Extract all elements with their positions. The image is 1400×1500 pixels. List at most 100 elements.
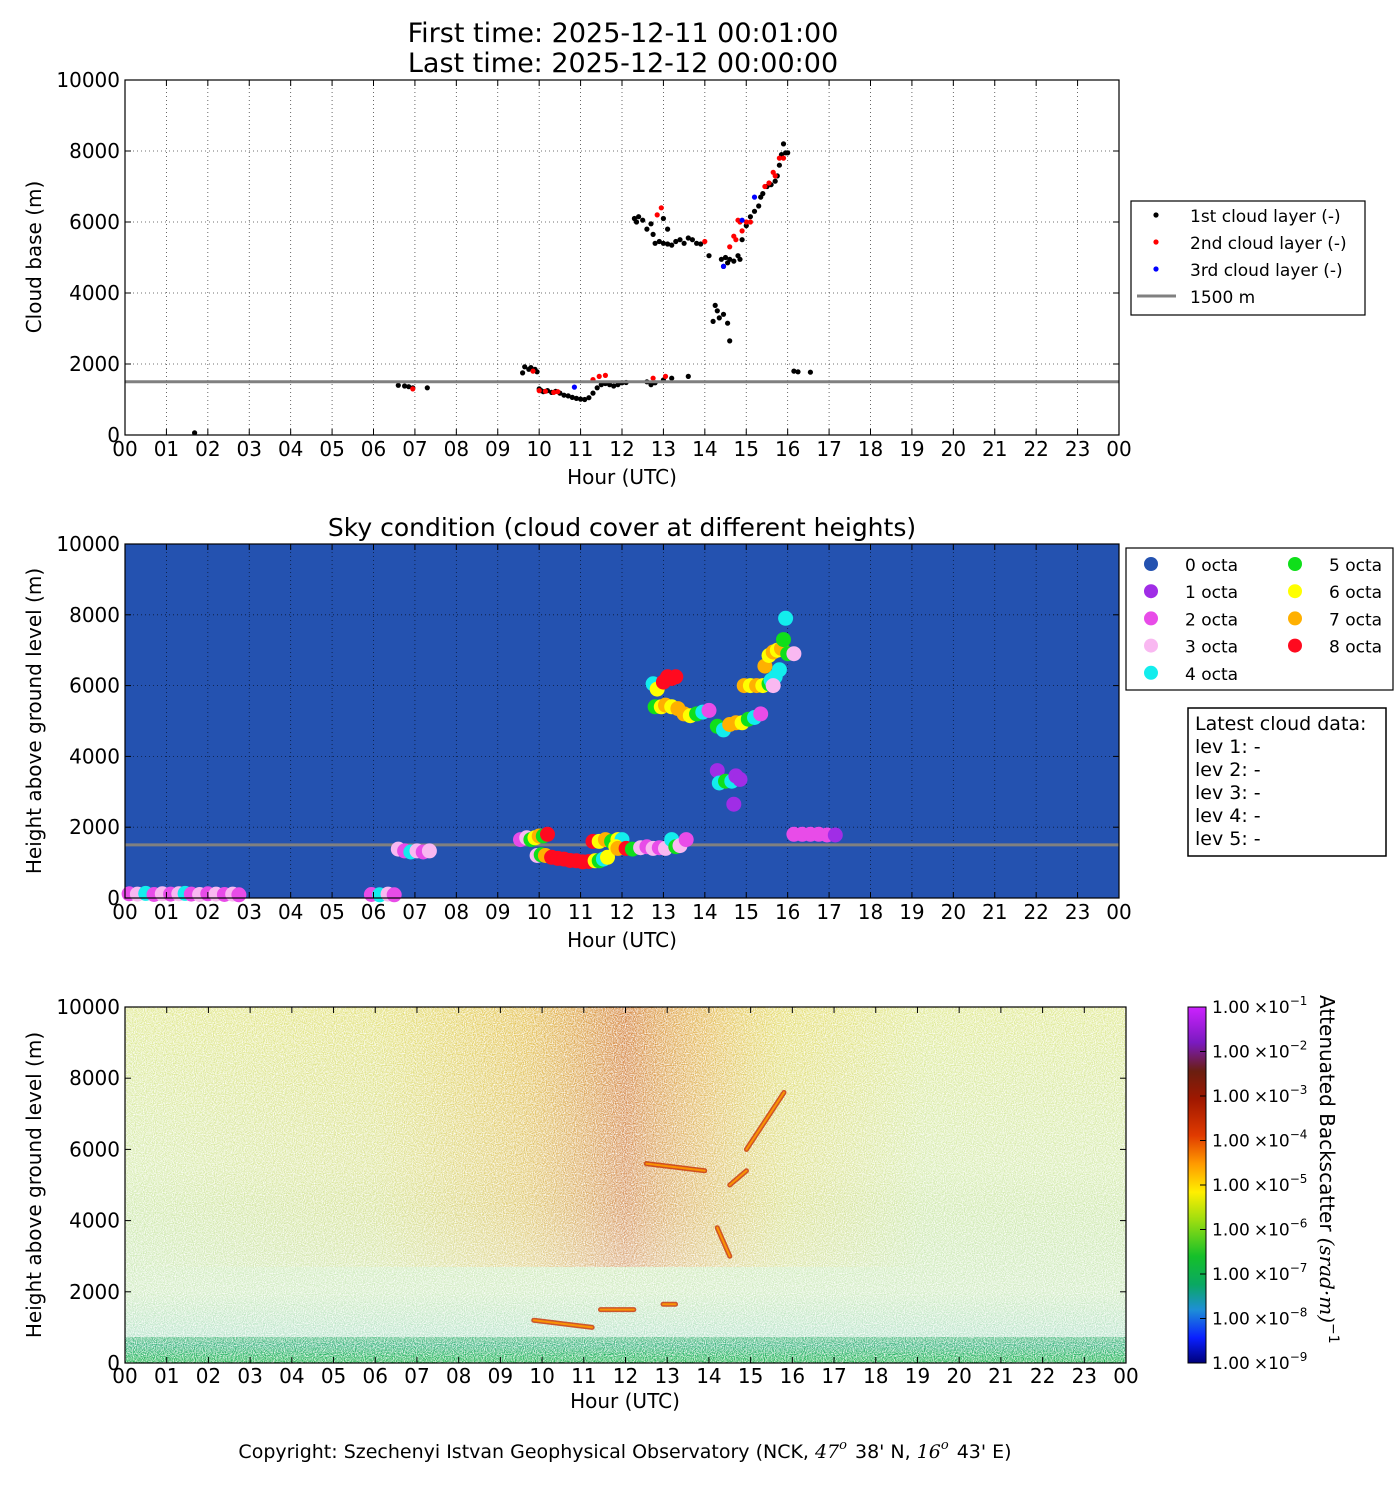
cloud-base-grid [125,80,1119,435]
x-tick-label: 19 [899,437,924,461]
cloud-layer-1-point [534,369,540,375]
x-tick-label: 16 [775,437,800,461]
cloud-layer-2-point [410,386,416,392]
x-tick-label: 00 [1106,900,1131,924]
x-tick-label: 03 [237,900,262,924]
x-tick-label: 20 [941,437,966,461]
cloud-layer-1-point [725,320,731,326]
latest-cloud-data-line-2: lev 2: - [1195,759,1261,781]
octa-legend-label: 2 octa [1185,610,1238,630]
cloud-layer-3-point [751,194,758,200]
legend-label-layer1: 1st cloud layer (-) [1190,207,1341,227]
x-tick-label: 17 [816,900,841,924]
cloud-layer-2-point [727,244,733,250]
x-tick-label: 05 [321,1364,346,1388]
x-tick-label: 07 [404,1364,429,1388]
x-tick-label: 13 [651,437,676,461]
cloud-layer-1-point [718,256,725,262]
x-tick-label: 02 [195,900,220,924]
latest-cloud-data-line-5: lev 5: - [1195,828,1261,850]
x-tick-label: 01 [154,900,179,924]
octa-legend-marker [1144,638,1158,653]
backscatter-heatmap [125,1007,1126,1363]
sky-condition-xlabel: Hour (UTC) [567,928,677,952]
colorbar-tick-label: 1.00 ×10−8 [1212,1306,1307,1330]
x-tick-label: 17 [821,1364,846,1388]
legend-label-layer3: 3rd cloud layer (-) [1190,261,1343,281]
x-tick-label: 23 [1072,1364,1097,1388]
x-tick-label: 13 [651,900,676,924]
cloud-layer-1-point [720,311,727,317]
colorbar-tick-label: 1.00 ×10−7 [1212,1261,1307,1285]
octa-legend-label: 6 octa [1329,583,1382,603]
y-tick-label: 0 [107,423,120,447]
x-tick-label: 22 [1023,900,1048,924]
x-tick-label: 09 [485,437,510,461]
cloud-layer-1-point [712,302,718,308]
latest-cloud-data-line-4: lev 4: - [1195,805,1261,827]
x-tick-label: 21 [982,437,1007,461]
cloud-layer-2-point [654,212,660,218]
sky-point-3-octa [786,646,802,662]
x-tick-label: 21 [982,900,1007,924]
sky-condition-grid [125,544,1119,898]
octa-legend-marker [1288,611,1302,626]
copyright-footer: Copyright: Szechenyi Istvan Geophysical … [238,1438,1011,1463]
longitude-degree-sign: o [941,1438,949,1453]
latest-cloud-data-box: Latest cloud data: lev 1: - lev 2: - lev… [1187,707,1387,857]
x-tick-label: 03 [237,437,262,461]
cloud-layer-1-point [402,383,408,389]
cloud-layer-2-point [658,205,664,211]
cloud-layer-2-point [776,155,783,161]
cloud-layer-1-point [598,382,604,388]
sky-point-3-octa [421,843,437,859]
cloud-layer-2-point [596,373,602,379]
sky-point-2-octa [678,832,694,848]
x-tick-label: 16 [775,900,800,924]
colorbar-tick-label: 1.00 ×10−2 [1212,1039,1307,1063]
colorbar-ticks: 1.00 ×10−1 1.00 ×10−2 1.00 ×10−3 1.00 ×10−4 1.00… [1200,994,1307,1374]
octa-legend-label: 8 octa [1329,638,1382,658]
cloud-layer-2-point [772,173,778,179]
cloud-layer-2-point [662,373,669,379]
backscatter-ylabel: Height above ground level (m) [22,1032,46,1338]
x-tick-label: 15 [734,437,759,461]
sky-condition-ylabel: Height above ground level (m) [22,568,46,874]
cloud-layer-1-point [573,395,580,401]
cloud-layer-1-point [747,214,754,220]
cloud-layer-2-point [650,375,656,381]
cloud-layer-1-point [698,241,704,247]
y-tick-label: 2000 [69,352,120,376]
x-tick-label: 06 [361,900,386,924]
x-tick-label: 00 [112,900,137,924]
cloud-layer-2-point [551,389,557,395]
x-tick-label: 18 [858,900,883,924]
y-tick-label: 8000 [69,1066,120,1090]
cloud-layer-1-point [561,392,567,398]
x-tick-label: 19 [905,1364,930,1388]
cloud-layer-3-point [739,217,745,223]
last-time-label: Last time: 2025-12-12 00:00:00 [408,48,838,79]
colorbar: 1.00 ×10−1 1.00 ×10−2 1.00 ×10−3 1.00 ×10−4 1.00… [1187,994,1341,1374]
cloud-layer-1-point [611,383,617,389]
sky-point-2-octa [701,702,717,718]
sky-point-5-octa [776,632,791,648]
x-tick-label: 02 [196,1364,221,1388]
x-tick-label: 03 [237,1364,262,1388]
cloud-layer-1-point [660,240,667,246]
cloud-layer-1-point [192,430,198,436]
cloud-layer-1-point [424,385,430,391]
x-tick-label: 13 [654,1364,679,1388]
x-tick-label: 11 [568,437,593,461]
y-tick-label: 4000 [69,281,120,305]
x-tick-label: 05 [319,437,344,461]
x-tick-label: 19 [899,900,924,924]
y-tick-label: 8000 [69,139,120,163]
colorbar-label-text: Attenuated Backscatter [1315,995,1339,1232]
y-tick-label: 4000 [69,1209,120,1233]
x-tick-label: 01 [154,1364,179,1388]
sky-point-4-octa [771,662,787,678]
colorbar-tick-label: 1.00 ×10−3 [1212,1083,1307,1107]
x-tick-label: 09 [485,900,510,924]
